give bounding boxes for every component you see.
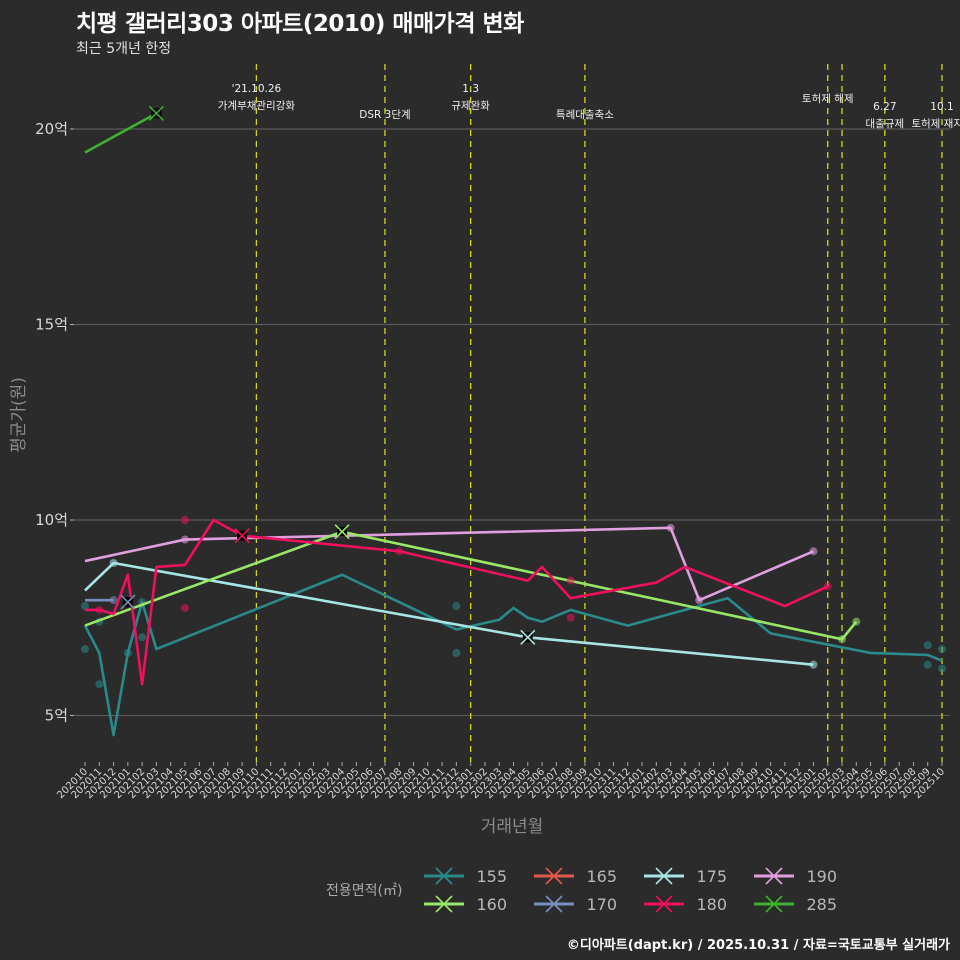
chart-subtitle: 최근 5개년 한정	[76, 41, 172, 57]
legend-swatch-icon	[534, 895, 575, 913]
legend-item-155[interactable]: 155	[424, 866, 534, 886]
data-point	[923, 660, 932, 669]
x-axis-title: 거래년월	[481, 817, 544, 837]
y-tick-label: 15억	[35, 316, 68, 334]
data-point	[938, 664, 946, 673]
data-point	[923, 641, 932, 650]
series-lines	[81, 105, 946, 737]
event-label: 가계부채관리강화	[218, 100, 296, 112]
series-line	[84, 112, 158, 154]
legend-item-285[interactable]: 285	[754, 894, 864, 914]
data-point	[180, 516, 189, 524]
event-label: 대출규제	[866, 118, 905, 130]
x-marker-icon	[148, 105, 164, 121]
data-point	[452, 602, 461, 611]
series-line	[84, 526, 814, 602]
legend-swatch-icon	[424, 895, 465, 913]
series-line	[84, 561, 814, 666]
chart-title: 치평 갤러리303 아파트(2010) 매매가격 변화	[76, 11, 524, 37]
event-label: 토허제 해제	[802, 92, 854, 105]
series-285	[84, 109, 161, 154]
legend-label: 175	[696, 866, 727, 886]
data-point	[452, 648, 461, 657]
event-label: DSR 3단계	[359, 109, 410, 121]
legend-items: 155 165 175 190 160 170 180 285	[424, 866, 864, 914]
x-marker-icon	[120, 594, 136, 610]
legend-item-165[interactable]: 165	[534, 866, 644, 886]
event-label: 10.1	[930, 101, 953, 113]
y-tick-label: 10억	[35, 511, 68, 529]
x-marker-icon	[234, 528, 250, 544]
legend-label: 155	[476, 866, 507, 886]
legend-label: 170	[586, 894, 617, 914]
event-label: '21.10.26	[232, 83, 282, 95]
legend-swatch-icon	[644, 895, 685, 913]
y-axis: 5억 10억 15억 20억	[35, 120, 74, 725]
legend-swatch-icon	[424, 867, 465, 885]
legend-swatch-icon	[754, 867, 795, 885]
legend: 전용면적(㎡) 155 165 175 190 160 170 180 285	[326, 866, 864, 914]
legend-swatch-icon	[644, 867, 685, 885]
event-label: 특례대출축소	[556, 109, 614, 121]
event-label: 1.3	[462, 83, 479, 95]
legend-item-175[interactable]: 175	[644, 866, 754, 886]
legend-label: 160	[476, 894, 507, 914]
legend-label: 180	[696, 894, 727, 914]
event-label: 6.27	[873, 101, 896, 113]
x-marker-icon	[520, 629, 536, 645]
series-line	[83, 573, 943, 737]
legend-item-190[interactable]: 190	[754, 866, 864, 886]
x-axis: 2020102020112020122021012021022021032021…	[55, 762, 947, 801]
y-tick-label: 5억	[45, 707, 68, 725]
legend-label: 165	[586, 866, 617, 886]
data-point	[566, 576, 575, 585]
legend-item-160[interactable]: 160	[424, 894, 534, 914]
legend-label: 285	[806, 894, 837, 914]
footer-credit: ©디아파트(dapt.kr) / 2025.10.31 / 자료=국토교통부 실…	[566, 938, 950, 953]
data-point	[95, 680, 104, 689]
event-label: 규제완화	[451, 99, 490, 112]
gridlines	[74, 128, 950, 717]
x-marker-icon	[334, 524, 350, 540]
series-190	[84, 523, 818, 605]
legend-swatch-icon	[754, 895, 795, 913]
data-point	[138, 633, 147, 642]
legend-item-180[interactable]: 180	[644, 894, 754, 914]
series-155	[81, 573, 946, 737]
data-point	[566, 613, 575, 622]
legend-title: 전용면적(㎡)	[326, 883, 403, 899]
data-point	[180, 603, 189, 612]
legend-label: 190	[806, 866, 837, 886]
data-point	[81, 645, 89, 654]
legend-swatch-icon	[534, 867, 575, 885]
data-point	[81, 602, 89, 611]
data-point	[938, 645, 946, 654]
series-line	[84, 530, 858, 641]
y-tick-label: 20억	[35, 120, 68, 138]
y-axis-title: 평균가(원)	[9, 377, 29, 453]
event-label: 토허제 재지정	[911, 118, 960, 130]
legend-item-170[interactable]: 170	[534, 894, 644, 914]
